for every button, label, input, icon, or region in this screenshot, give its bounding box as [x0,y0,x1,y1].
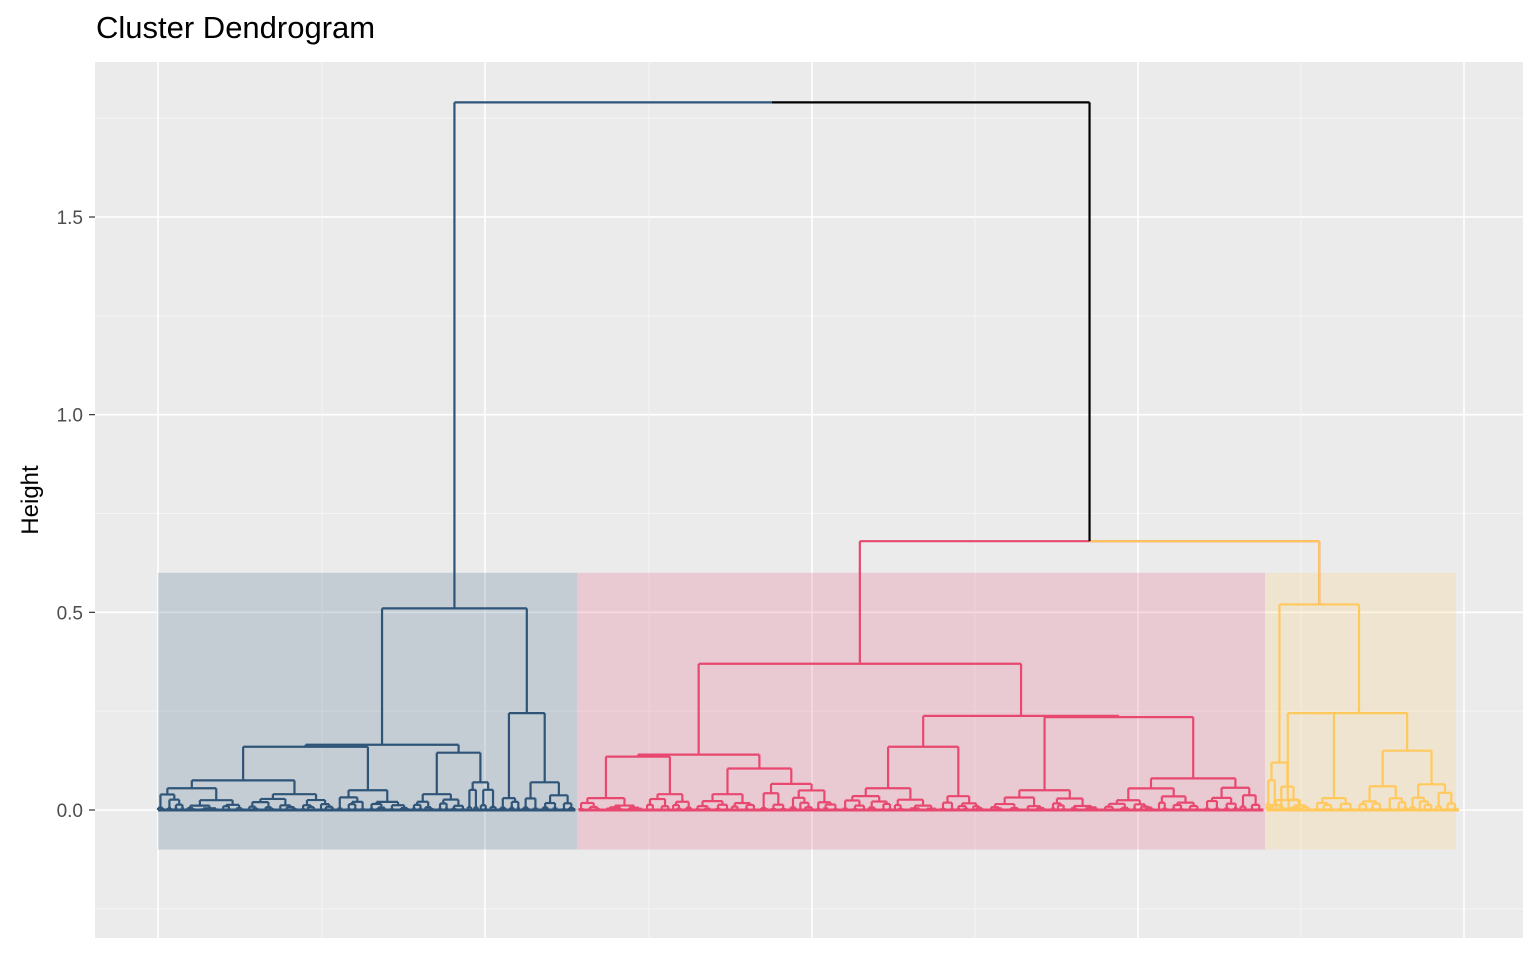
y-tick-label: 1.0 [57,406,83,427]
y-axis-label: Height [17,465,44,535]
y-tick-label: 0.5 [57,603,83,624]
cluster-1-rect [158,572,577,850]
y-tick-label: 0.0 [57,801,83,822]
chart-title: Cluster Dendrogram [96,10,376,45]
y-axis: 0.0 0.5 1.0 1.5 [57,208,95,822]
cluster-rectangles [158,572,1456,850]
plot-panel [95,62,1523,938]
dendrogram-tree [156,101,1461,812]
cluster-2-rect [576,572,1265,850]
y-tick-label: 1.5 [57,208,83,229]
